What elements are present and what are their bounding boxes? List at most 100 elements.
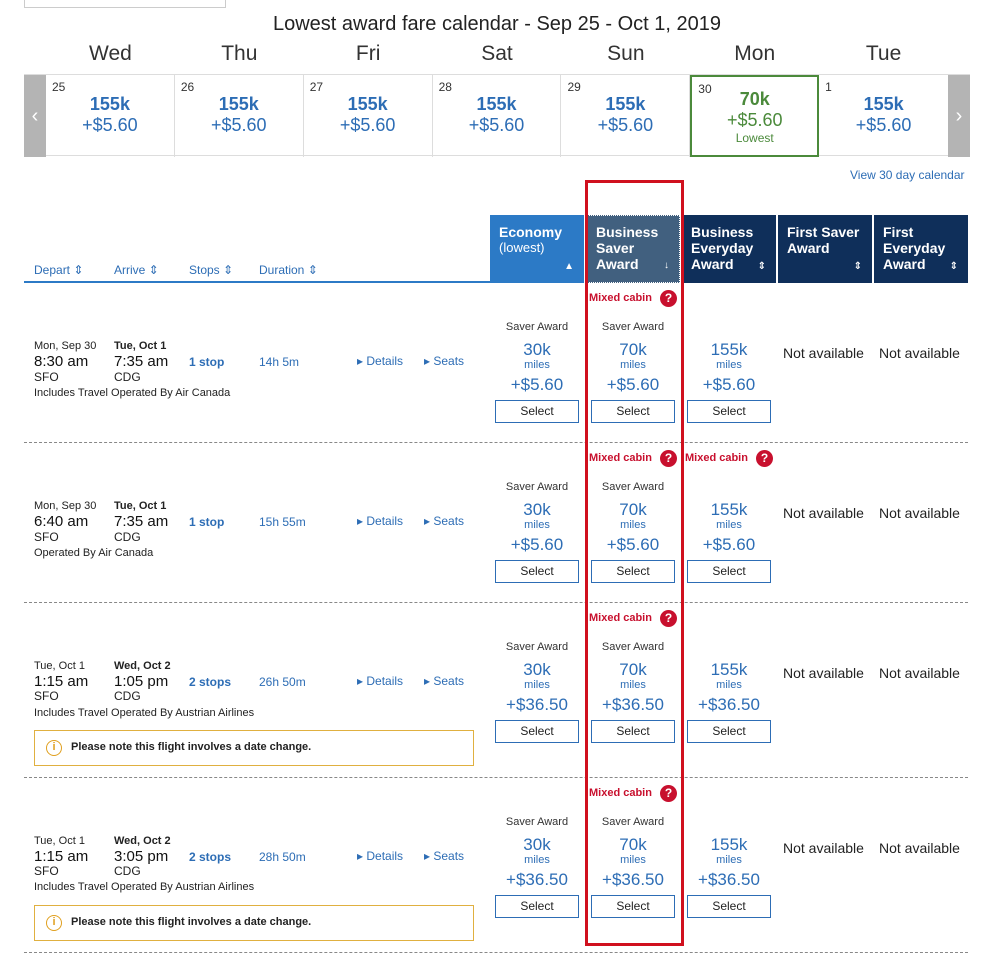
header-line: Business (691, 224, 754, 240)
header-first-saver[interactable]: First Saver Award ⇕ (778, 215, 872, 283)
calendar-day[interactable]: 26 155k +$5.60 (175, 75, 304, 157)
details-link[interactable]: ▸ Details (357, 354, 403, 368)
sort-arrive[interactable]: Arrive ⇕ (114, 263, 159, 277)
arrive-airport: CDG (114, 530, 141, 544)
details-link[interactable]: ▸ Details (357, 849, 403, 863)
help-icon[interactable]: ? (660, 785, 677, 802)
header-economy[interactable]: Economy (lowest) ▲ (490, 215, 584, 283)
fare-type (682, 481, 776, 495)
stops-link[interactable]: 1 stop (189, 355, 225, 369)
miles-label: miles (524, 359, 550, 371)
operated-by: Includes Travel Operated By Austrian Air… (34, 881, 255, 893)
select-button[interactable]: Select (591, 895, 675, 918)
select-button[interactable]: Select (591, 400, 675, 423)
fare-fee: +$36.50 (698, 695, 760, 714)
mixed-cabin-label: Mixed cabin (589, 452, 652, 464)
header-business-everyday[interactable]: Business Everyday Award ⇕ (682, 215, 776, 283)
fare-miles: 30k (523, 500, 551, 519)
stops-link[interactable]: 2 stops (189, 675, 232, 689)
chevron-left-icon[interactable]: ‹ (24, 75, 46, 157)
calendar-day[interactable]: 28 155k +$5.60 (433, 75, 562, 157)
day-name: Thu (221, 42, 258, 65)
first-everyday-not-available: Not available (879, 665, 960, 681)
arrive-date: Tue, Oct 1 (114, 500, 167, 512)
select-button[interactable]: Select (495, 895, 579, 918)
header-first-everyday[interactable]: First Everyday Award ⇕ (874, 215, 968, 283)
mixed-cabin-label: Mixed cabin (589, 787, 652, 799)
calendar-day[interactable]: 25 155k +$5.60 (46, 75, 175, 157)
select-button[interactable]: Select (687, 720, 771, 743)
day-miles: 155k (605, 94, 646, 114)
view-30-day-link[interactable]: View 30 day calendar (850, 168, 965, 182)
day-fee: +$5.60 (855, 115, 912, 135)
calendar-day[interactable]: 27 155k +$5.60 (304, 75, 433, 157)
select-button[interactable]: Select (495, 720, 579, 743)
fare-fee: +$36.50 (602, 695, 664, 714)
select-button[interactable]: Select (495, 560, 579, 583)
day-number: 25 (52, 80, 66, 94)
miles-label: miles (524, 679, 550, 691)
stops-link[interactable]: 1 stop (189, 515, 225, 529)
row-divider (24, 442, 968, 443)
fare-economy: Saver Award 30k miles +$36.50 Select (490, 816, 584, 918)
chevron-right-icon[interactable]: › (948, 75, 970, 157)
arrive-time: 7:35 am (114, 513, 169, 530)
sort-duration[interactable]: Duration ⇕ (259, 263, 318, 277)
seats-label: Seats (433, 354, 465, 368)
help-icon[interactable]: ? (756, 450, 773, 467)
day-name: Fri (355, 42, 381, 65)
select-button[interactable]: Select (591, 560, 675, 583)
fare-fee: +$36.50 (506, 695, 568, 714)
arrive-airport: CDG (114, 689, 141, 703)
seats-link[interactable]: ▸ Seats (424, 849, 464, 863)
duration: 14h 5m (259, 355, 300, 369)
details-label: Details (366, 849, 404, 863)
day-number: 29 (567, 80, 581, 94)
header-line: Everyday (691, 240, 754, 256)
first-saver-not-available: Not available (783, 505, 864, 521)
fare-fee: +$36.50 (602, 870, 664, 889)
help-icon[interactable]: ? (660, 450, 677, 467)
calendar-day[interactable]: 29 155k +$5.60 (561, 75, 691, 157)
miles-label: miles (716, 854, 742, 866)
sort-stops[interactable]: Stops ⇕ (189, 263, 234, 277)
header-line: Everyday (883, 240, 946, 256)
fare-type: Saver Award (505, 321, 569, 333)
select-button[interactable]: Select (687, 400, 771, 423)
caret-right-icon: ▸ (357, 849, 364, 863)
calendar-day[interactable]: 1 155k +$5.60 (819, 75, 948, 157)
sort-label: Duration (259, 263, 305, 277)
seats-link[interactable]: ▸ Seats (424, 354, 464, 368)
fare-type: Saver Award (601, 321, 665, 333)
header-economy-title: Economy (499, 224, 563, 240)
flight-row: Mixed cabin ? Tue, Oct 1 Wed, Oct 2 1:15… (24, 603, 968, 778)
seats-link[interactable]: ▸ Seats (424, 674, 464, 688)
calendar-day-selected[interactable]: 30 70k +$5.60 Lowest (690, 75, 820, 157)
fare-type (682, 816, 776, 830)
header-business-saver[interactable]: Business Saver Award ↓ (586, 215, 680, 283)
sort-icon: ⇕ (853, 261, 862, 272)
fare-miles: 155k (710, 660, 748, 679)
fare-miles: 155k (710, 500, 748, 519)
select-button[interactable]: Select (495, 400, 579, 423)
flight-row: Mixed cabin ? Mixed cabin ? Mon, Sep 30 … (24, 443, 968, 603)
seats-link[interactable]: ▸ Seats (424, 514, 464, 528)
sort-icon: ⇕ (757, 261, 766, 272)
fare-type: Saver Award (505, 641, 569, 653)
fare-miles: 155k (710, 340, 748, 359)
stops-link[interactable]: 2 stops (189, 850, 232, 864)
caret-right-icon: ▸ (424, 674, 431, 688)
seats-label: Seats (433, 849, 465, 863)
help-icon[interactable]: ? (660, 290, 677, 307)
help-icon[interactable]: ? (660, 610, 677, 627)
fare-miles: 70k (619, 835, 647, 854)
select-button[interactable]: Select (687, 895, 771, 918)
day-number: 30 (698, 82, 712, 96)
fare-fee: +$36.50 (698, 870, 760, 889)
caret-right-icon: ▸ (424, 514, 431, 528)
select-button[interactable]: Select (687, 560, 771, 583)
details-link[interactable]: ▸ Details (357, 514, 403, 528)
select-button[interactable]: Select (591, 720, 675, 743)
sort-depart[interactable]: Depart ⇕ (34, 263, 84, 277)
details-link[interactable]: ▸ Details (357, 674, 403, 688)
